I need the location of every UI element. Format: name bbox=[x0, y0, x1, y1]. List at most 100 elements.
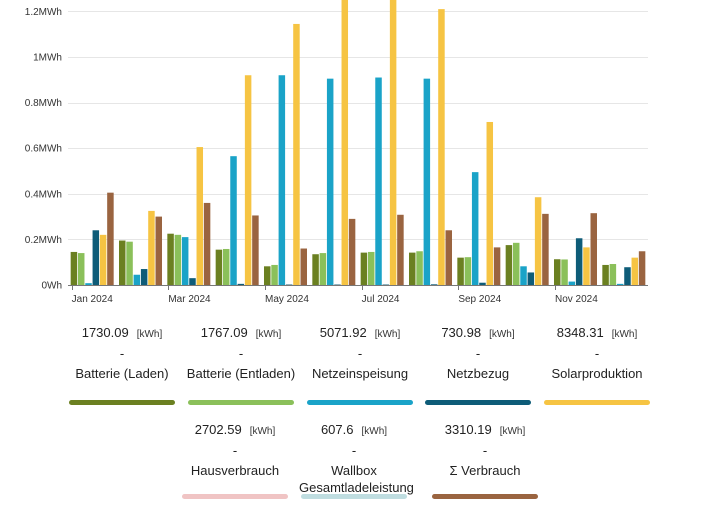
bar[interactable] bbox=[438, 9, 445, 286]
bar[interactable] bbox=[416, 251, 423, 285]
bar[interactable] bbox=[512, 242, 520, 285]
bar[interactable] bbox=[119, 240, 126, 285]
bar[interactable] bbox=[326, 78, 334, 285]
x-axis-ticks: Jan 2024 Mar 2024 May 2024 Jul 2024 Sep 2024… bbox=[72, 285, 598, 305]
bar[interactable] bbox=[133, 274, 141, 285]
bar[interactable] bbox=[367, 251, 375, 285]
legend-value: 2702.59 bbox=[194, 422, 242, 437]
bar[interactable] bbox=[278, 75, 286, 286]
bar[interactable] bbox=[616, 283, 624, 285]
bar[interactable] bbox=[222, 248, 230, 285]
bar[interactable] bbox=[252, 215, 259, 285]
bar[interactable] bbox=[602, 264, 609, 285]
bar[interactable] bbox=[527, 272, 535, 285]
bar[interactable] bbox=[244, 75, 252, 286]
bar[interactable] bbox=[215, 249, 223, 285]
bar[interactable] bbox=[493, 247, 501, 285]
bar[interactable] bbox=[590, 213, 598, 285]
bar[interactable] bbox=[230, 156, 237, 285]
bar[interactable] bbox=[534, 197, 542, 285]
bar[interactable] bbox=[341, 0, 349, 285]
bar[interactable] bbox=[181, 237, 189, 285]
bar[interactable] bbox=[409, 252, 416, 285]
legend-swatch bbox=[69, 400, 175, 405]
bar[interactable] bbox=[554, 259, 561, 285]
legend-item[interactable]: 607.6 [kWh] - Wallbox Gesamtladeleistung bbox=[299, 422, 414, 500]
bar[interactable] bbox=[264, 266, 271, 285]
bar[interactable] bbox=[423, 78, 431, 285]
legend-unit: [kWh] bbox=[489, 329, 515, 340]
bar[interactable] bbox=[99, 234, 107, 285]
bar[interactable] bbox=[624, 267, 631, 285]
bar[interactable] bbox=[360, 252, 368, 285]
legend-swatch bbox=[307, 400, 413, 405]
x-tick-label: Nov 2024 bbox=[555, 294, 598, 305]
legend-item[interactable]: 5071.92 [kWh] - Netzeinspeisung bbox=[305, 325, 415, 406]
bar[interactable] bbox=[167, 233, 174, 285]
bar[interactable] bbox=[575, 238, 583, 285]
legend-item[interactable]: 3310.19 [kWh] - Σ Verbrauch bbox=[430, 422, 540, 500]
legend-label: Solarproduktion bbox=[551, 366, 643, 381]
legend-swatch bbox=[182, 494, 288, 499]
bar[interactable] bbox=[561, 259, 568, 285]
bar[interactable] bbox=[542, 213, 549, 285]
bar[interactable] bbox=[126, 241, 133, 285]
bar[interactable] bbox=[471, 172, 479, 285]
legend-label: Hausverbrauch bbox=[190, 463, 280, 478]
bar[interactable] bbox=[85, 283, 92, 285]
legend-value-row: 3310.19 [kWh] bbox=[430, 422, 540, 440]
bar[interactable] bbox=[77, 253, 85, 285]
legend-item[interactable]: 730.98 [kWh] - Netzbezug bbox=[423, 325, 533, 406]
legend-value-row: 607.6 [kWh] bbox=[299, 422, 409, 440]
bar[interactable] bbox=[148, 210, 155, 285]
bar[interactable] bbox=[293, 23, 300, 285]
bar[interactable] bbox=[520, 266, 527, 285]
bar[interactable] bbox=[271, 264, 278, 285]
y-tick-label: 0.4MWh bbox=[25, 189, 62, 200]
bar[interactable] bbox=[155, 216, 163, 285]
x-tick-label: Jul 2024 bbox=[362, 294, 400, 305]
x-tick-label: Jan 2024 bbox=[72, 294, 114, 305]
bar[interactable] bbox=[609, 264, 617, 285]
bar[interactable] bbox=[457, 257, 464, 285]
legend-value: 3310.19 bbox=[444, 422, 492, 437]
grid-lines bbox=[68, 11, 648, 240]
legend-item[interactable]: 8348.31 [kWh] - Solarproduktion bbox=[542, 325, 652, 406]
x-tick-label: Sep 2024 bbox=[458, 294, 501, 305]
legend-label: Σ Verbrauch bbox=[449, 463, 521, 478]
legend-value: 1767.09 bbox=[200, 325, 248, 340]
y-tick-label: 1.2MWh bbox=[25, 7, 62, 18]
bar[interactable] bbox=[300, 248, 308, 285]
bar[interactable] bbox=[479, 282, 486, 285]
legend-item[interactable]: 1767.09 [kWh] - Batterie (Entladen) bbox=[186, 325, 296, 406]
bar[interactable] bbox=[92, 230, 100, 285]
bar[interactable] bbox=[505, 245, 513, 285]
bar[interactable] bbox=[375, 77, 382, 286]
bar[interactable] bbox=[319, 253, 327, 285]
bar[interactable] bbox=[486, 121, 494, 285]
legend-value: 607.6 bbox=[320, 422, 354, 437]
bar[interactable] bbox=[140, 269, 148, 285]
bar[interactable] bbox=[107, 192, 114, 285]
bar[interactable] bbox=[464, 257, 472, 285]
bar[interactable] bbox=[348, 218, 356, 285]
legend-separator: - bbox=[475, 346, 481, 361]
bar[interactable] bbox=[189, 278, 196, 285]
bar[interactable] bbox=[631, 257, 639, 285]
bar[interactable] bbox=[583, 247, 590, 285]
bar[interactable] bbox=[430, 284, 438, 285]
bar[interactable] bbox=[70, 251, 78, 285]
legend-item[interactable]: 2702.59 [kWh] - Hausverbrauch bbox=[180, 422, 290, 500]
bar[interactable] bbox=[397, 214, 404, 285]
legend-item[interactable]: 1730.09 [kWh] - Batterie (Laden) bbox=[67, 325, 177, 406]
bar[interactable] bbox=[196, 147, 204, 285]
bar[interactable] bbox=[389, 0, 397, 285]
bar[interactable] bbox=[568, 281, 576, 285]
bar[interactable] bbox=[203, 202, 211, 285]
bar[interactable] bbox=[638, 251, 646, 285]
legend-label: Netzeinspeisung bbox=[311, 366, 409, 381]
bar[interactable] bbox=[174, 234, 182, 285]
bar[interactable] bbox=[445, 230, 453, 285]
bar[interactable] bbox=[312, 254, 319, 285]
bar[interactable] bbox=[237, 283, 245, 285]
